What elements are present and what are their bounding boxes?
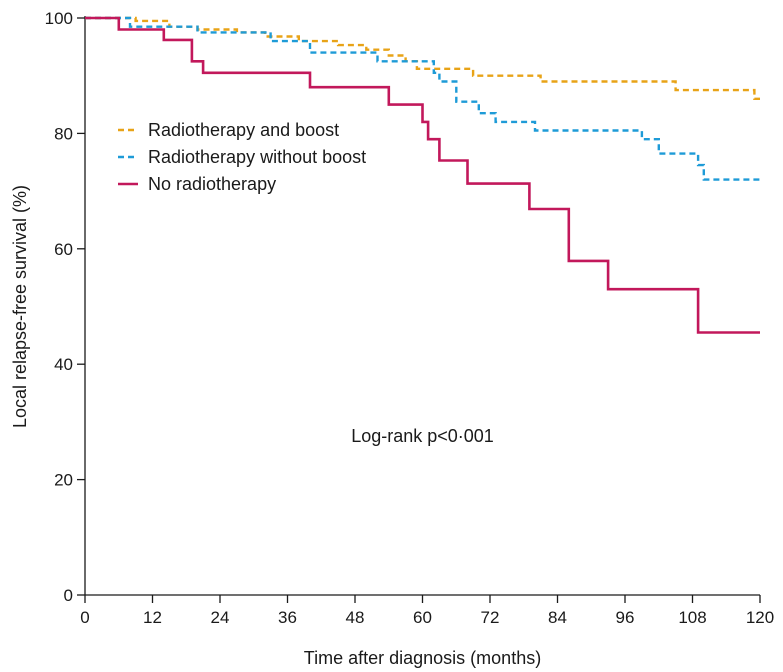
legend-label: Radiotherapy and boost	[148, 120, 339, 140]
legend-label: No radiotherapy	[148, 174, 276, 194]
x-tick-label: 108	[678, 608, 706, 627]
series-line-1	[85, 16, 760, 100]
y-tick-label: 100	[45, 9, 73, 28]
x-tick-label: 72	[481, 608, 500, 627]
y-tick-label: 80	[54, 124, 73, 143]
y-tick-label: 20	[54, 471, 73, 490]
y-tick-label: 0	[64, 586, 73, 605]
x-tick-label: 48	[346, 608, 365, 627]
legend: Radiotherapy and boost Radiotherapy witho…	[118, 120, 366, 194]
x-tick-label: 24	[211, 608, 230, 627]
x-tick-label: 60	[413, 608, 432, 627]
series-line-3	[85, 16, 760, 334]
log-rank-annotation: Log-rank p<0·001	[351, 426, 494, 446]
x-tick-label: 12	[143, 608, 162, 627]
x-tick-label: 0	[80, 608, 89, 627]
x-axis-label: Time after diagnosis (months)	[304, 648, 541, 668]
x-tick-label: 36	[278, 608, 297, 627]
y-axis-label: Local relapse-free survival (%)	[10, 185, 30, 428]
series-line-2	[85, 16, 760, 181]
y-tick-label: 40	[54, 355, 73, 374]
x-tick-label: 96	[616, 608, 635, 627]
legend-label: Radiotherapy without boost	[148, 147, 366, 167]
y-tick-label: 60	[54, 240, 73, 259]
x-tick-label: 120	[746, 608, 774, 627]
x-tick-label: 84	[548, 608, 567, 627]
axes: 0 20 40 60 80 100 0 12 24 36 48 60 72 84 96 108 120	[45, 9, 775, 627]
series-layer	[85, 16, 760, 334]
